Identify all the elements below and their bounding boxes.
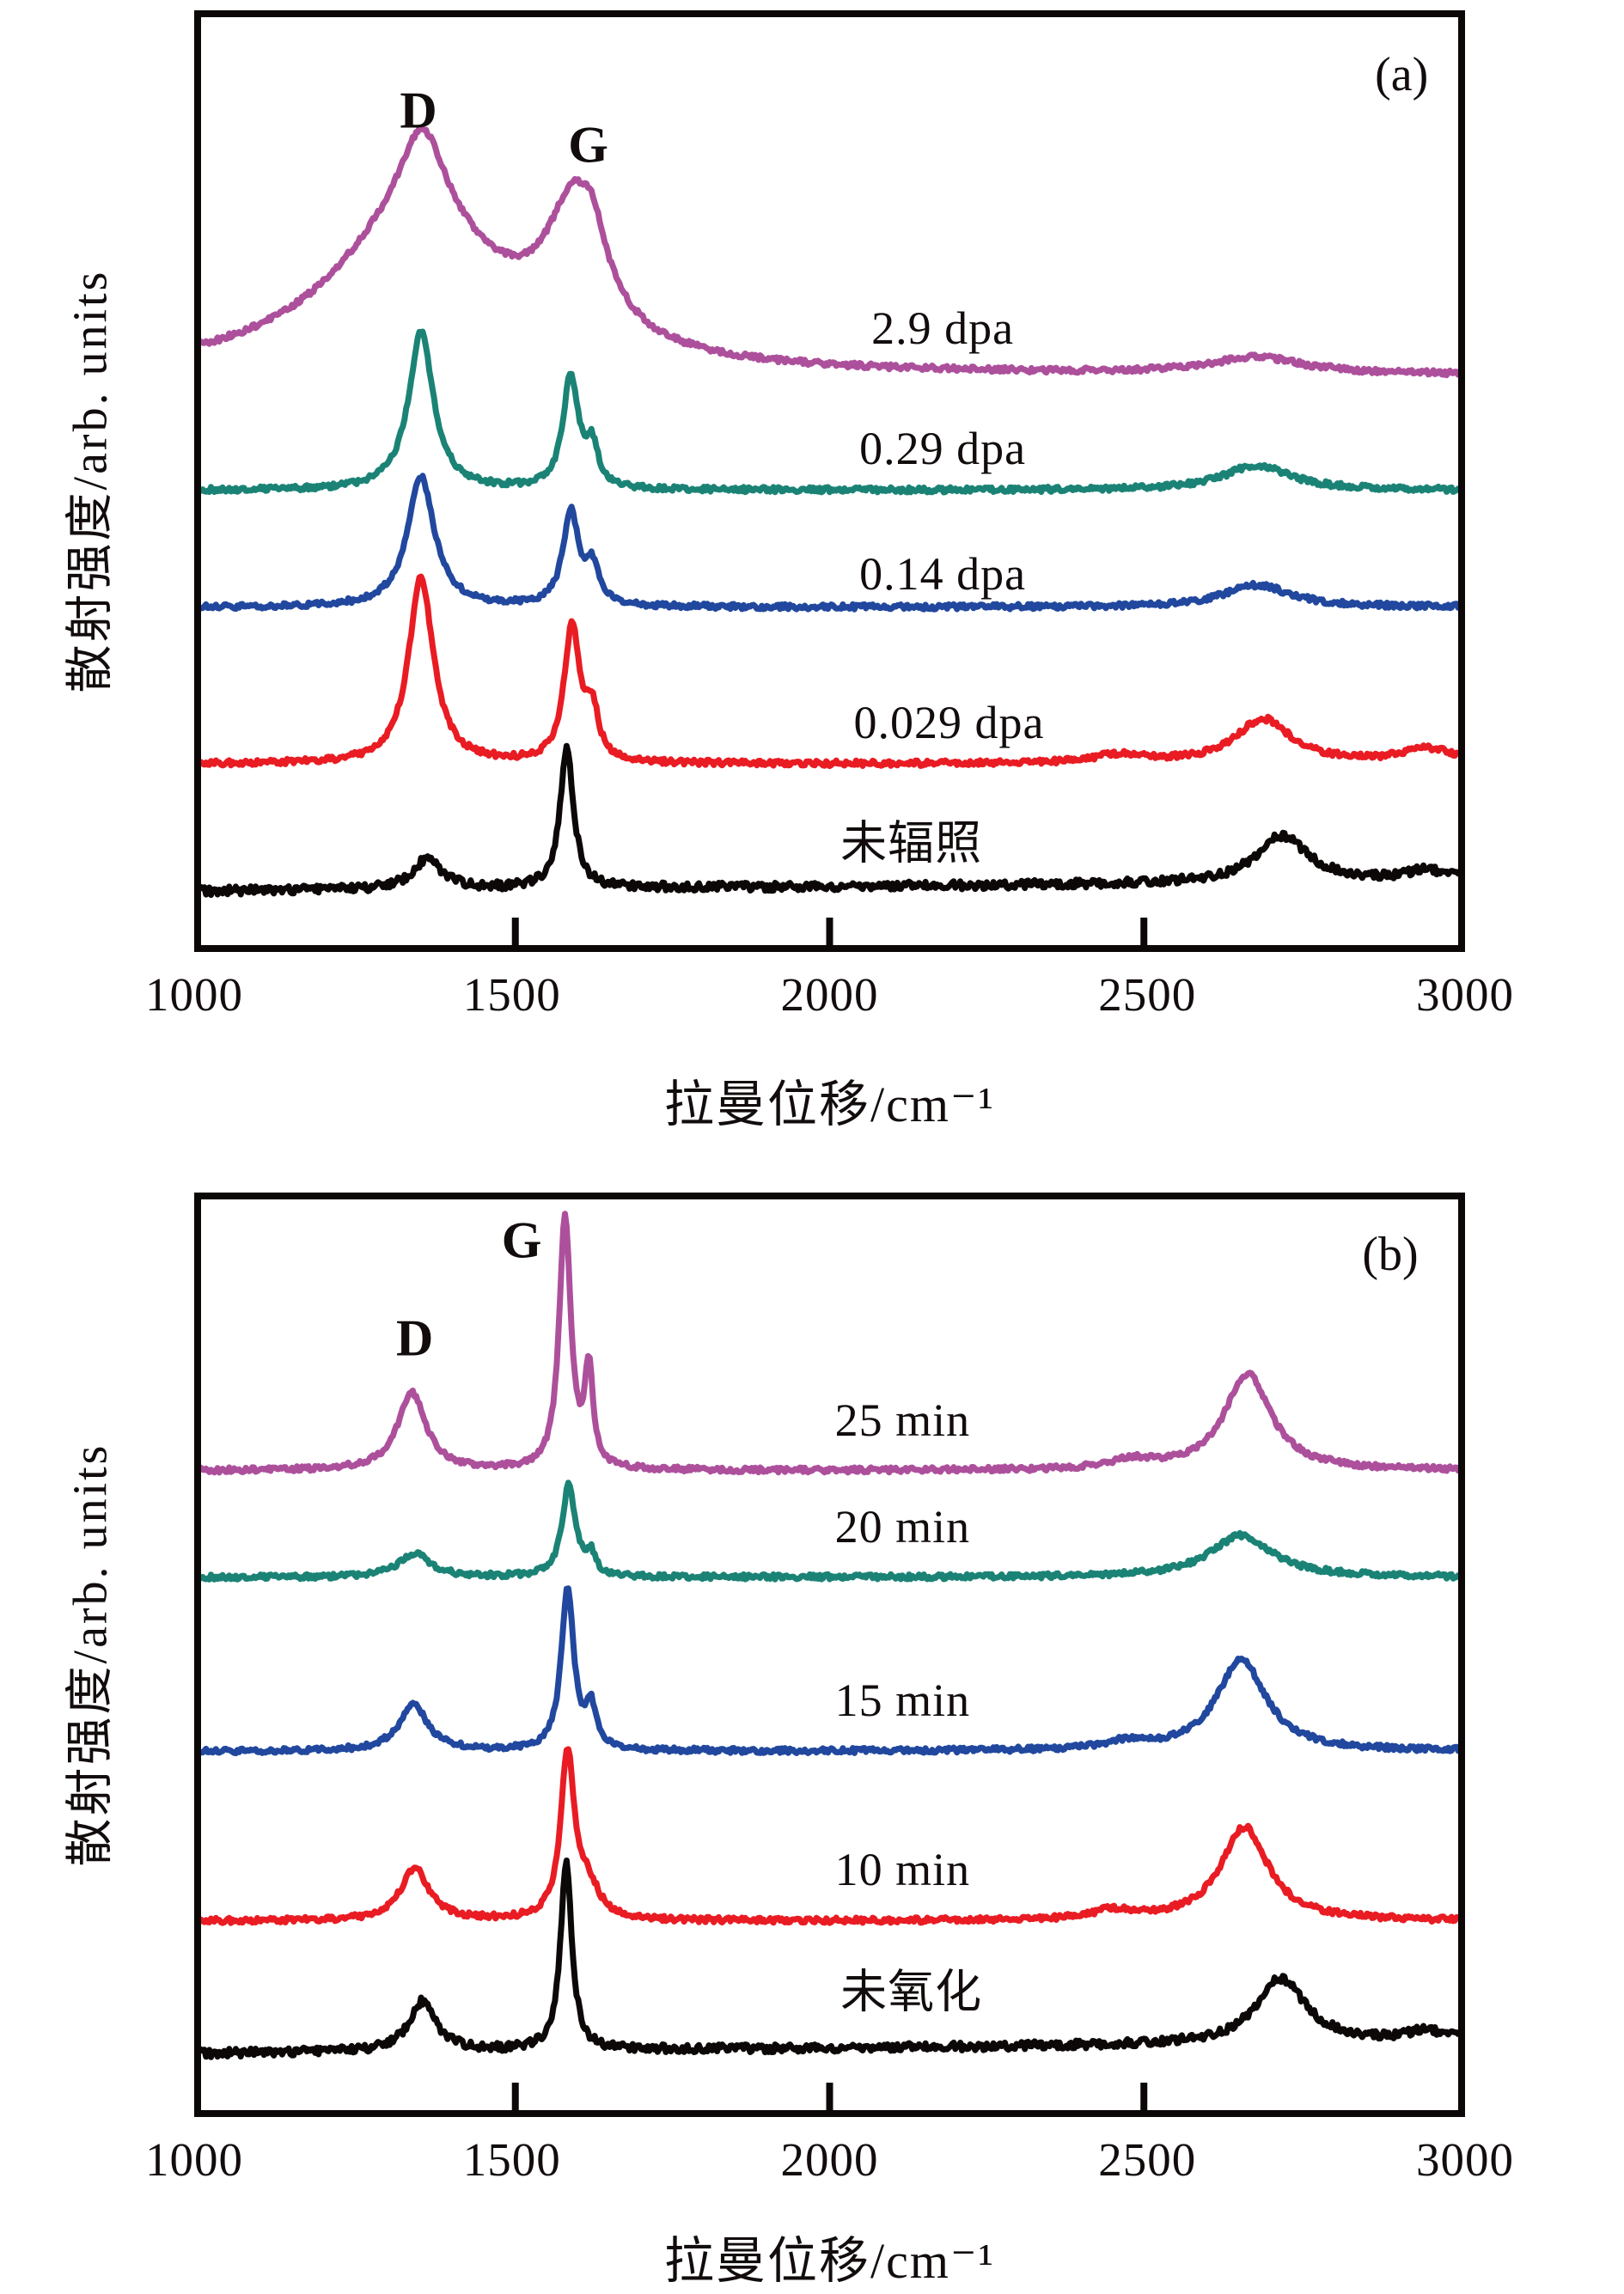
curve-label-unoxidized: 未氧化 <box>840 1966 983 2018</box>
x-tick-label: 2500 <box>1098 2133 1197 2186</box>
x-axis-title-b: 拉曼位移/cm⁻¹ <box>664 2233 995 2289</box>
curve-label-20-min: 20 min <box>834 1500 971 1553</box>
spectrum-curve-4 <box>201 742 1458 899</box>
x-tick-label: 1000 <box>145 2133 243 2186</box>
x-axis-title-a: 拉曼位移/cm⁻¹ <box>664 1077 995 1132</box>
spectrum-curve-0 <box>201 125 1458 379</box>
curve-label-2p9-dpa: 2.9 dpa <box>871 302 1015 354</box>
spectrum-curve-1 <box>201 1480 1458 1583</box>
curve-label-unirradiated: 未辐照 <box>840 817 983 869</box>
spectrum-curve-2 <box>201 473 1458 613</box>
spectrum-curve-4 <box>201 1858 1458 2060</box>
y-axis-title-a: 散射强度/arb. units <box>64 269 118 693</box>
x-tick-label: 2000 <box>780 2133 879 2186</box>
spectrum-curve-0 <box>201 1211 1458 1476</box>
curve-label-10-min: 10 min <box>834 1844 971 1896</box>
plot-area-a: D G (a) 2.9 dpa 0.29 dpa 0.14 dpa 0.029 … <box>194 10 1465 952</box>
peak-label-d-a: D <box>400 82 437 139</box>
spectrum-curve-1 <box>201 328 1458 496</box>
x-tick-label: 3000 <box>1416 2133 1514 2186</box>
x-tick-labels-b: 1000 1500 2000 2500 3000 <box>145 2132 1513 2186</box>
peak-label-g-a: G <box>568 116 608 174</box>
panel-letter-b: (b) <box>1362 1227 1419 1281</box>
spectra-plot-b <box>201 1211 1458 2110</box>
curve-label-0p029-dpa: 0.029 dpa <box>853 696 1045 748</box>
peak-label-d-b: D <box>396 1309 434 1367</box>
x-tick-label: 1500 <box>462 2133 561 2186</box>
spectrum-curve-3 <box>201 573 1458 770</box>
panel-letter-a: (a) <box>1375 47 1429 101</box>
curve-label-15-min: 15 min <box>834 1675 971 1726</box>
y-axis-title-b: 散射强度/arb. units <box>64 1443 118 1867</box>
peak-label-g-b: G <box>501 1211 542 1269</box>
spectrum-curve-2 <box>201 1585 1458 1757</box>
x-tick-label: 1000 <box>145 968 243 1021</box>
spectrum-curve-3 <box>201 1746 1458 1926</box>
plot-area-b: D G (b) 25 min 20 min 15 min 10 min 未氧化 <box>194 1193 1465 2117</box>
spectra-plot-a <box>201 125 1458 945</box>
x-tick-label: 3000 <box>1416 968 1514 1021</box>
x-tick-label: 1500 <box>462 968 561 1021</box>
curve-label-0p29-dpa: 0.29 dpa <box>859 423 1027 475</box>
x-tick-labels-a: 1000 1500 2000 2500 3000 <box>145 967 1513 1021</box>
curve-label-25-min: 25 min <box>834 1394 971 1446</box>
curve-label-0p14-dpa: 0.14 dpa <box>859 548 1027 600</box>
x-tick-label: 2500 <box>1098 968 1197 1021</box>
x-tick-label: 2000 <box>780 968 879 1021</box>
